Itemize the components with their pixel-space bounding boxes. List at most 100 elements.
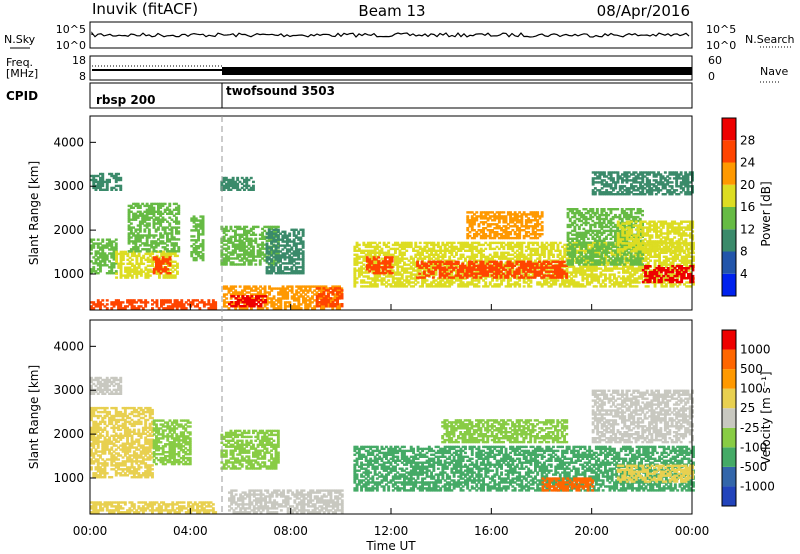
power-colorbar-tick: 28	[740, 133, 755, 147]
velocity-colorbar-swatch	[722, 369, 736, 389]
x-tick-label: 00:00	[73, 524, 108, 538]
power-region-12	[265, 228, 305, 275]
power-colorbar-swatch	[722, 162, 736, 185]
y-tick-label: 4000	[53, 339, 84, 353]
noise-left-tick-top: 10^5	[56, 23, 86, 36]
velocity-colorbar-tick: 500	[740, 362, 763, 376]
velocity-ylabel: Slant Range [km]	[27, 365, 41, 469]
velocity-y-ticks: 1000 2000 3000 4000	[53, 339, 96, 485]
velocity-region-5	[228, 489, 344, 514]
velocity-colorbar-label: Velocity [m s⁻¹]	[759, 371, 773, 464]
y-tick-label: 2000	[53, 223, 84, 237]
power-region-11	[315, 287, 344, 308]
freq-label-line2: [MHz]	[6, 67, 38, 80]
velocity-colorbar-swatch	[722, 447, 736, 467]
velocity-colorbar-swatch	[722, 349, 736, 370]
power-colorbar-swatch	[722, 251, 736, 274]
time-axis-label: Time UT	[365, 539, 416, 553]
power-colorbar-swatch	[722, 140, 736, 163]
power-region-4	[127, 202, 181, 253]
power-colorbar-tick: 4	[740, 267, 748, 281]
velocity-region-3	[152, 419, 192, 466]
power-region-10	[228, 295, 267, 308]
velocity-heatmap	[90, 376, 695, 514]
y-tick-label: 1000	[53, 267, 84, 281]
power-region-14	[365, 256, 394, 275]
noise-right-tick-top: 10^5	[706, 23, 736, 36]
velocity-colorbar-swatch	[722, 330, 736, 350]
power-region-17	[566, 208, 644, 266]
velocity-region-9	[591, 389, 694, 444]
power-y-ticks: 1000 2000 3000 4000	[53, 135, 96, 281]
velocity-colorbar-tick: 25	[740, 401, 755, 415]
power-heatmap	[90, 171, 695, 310]
velocity-colorbar: 1000 500 100 25 -25 -100 -500 -1000	[721, 329, 775, 507]
power-colorbar-tick: 24	[740, 156, 755, 170]
velocity-colorbar-swatch	[722, 486, 736, 506]
freq-tick-bottom: 8	[79, 70, 86, 83]
x-tick-label: 16:00	[474, 524, 509, 538]
power-region-5	[152, 256, 172, 275]
power-region-1	[90, 299, 218, 310]
noise-left-label: N.Sky	[4, 33, 36, 46]
power-colorbar-swatch	[722, 229, 736, 252]
power-region-19	[616, 220, 695, 253]
y-tick-label: 3000	[53, 383, 84, 397]
velocity-region-2	[90, 406, 154, 479]
power-colorbar-swatch	[722, 184, 736, 207]
freq-tick-top: 18	[72, 54, 86, 67]
power-colorbar-swatch	[722, 118, 736, 141]
date-title: 08/Apr/2016	[597, 2, 690, 20]
nave-tick-top: 60	[708, 54, 722, 67]
nave-label: Nave	[760, 65, 788, 78]
power-colorbar-swatch	[722, 273, 736, 296]
power-region-18	[641, 265, 695, 284]
nave-tick-bottom: 0	[708, 70, 715, 83]
velocity-region-1	[90, 501, 218, 514]
velocity-colorbar-tick: -1000	[740, 479, 775, 493]
x-tick-label: 00:00	[675, 524, 710, 538]
power-colorbar-tick: 20	[740, 178, 755, 192]
cpid-label: CPID	[6, 89, 38, 103]
power-colorbar-tick: 16	[740, 200, 755, 214]
velocity-colorbar-swatch	[722, 388, 736, 409]
y-tick-label: 4000	[53, 135, 84, 149]
noise-right-tick-bottom: 10^0	[706, 39, 736, 52]
noise-panel-frame	[89, 21, 693, 49]
power-colorbar-tick: 12	[740, 222, 755, 236]
power-colorbar-swatch	[722, 207, 736, 230]
power-colorbar-label: Power [dB]	[759, 181, 773, 246]
noise-left-tick-bottom: 10^0	[56, 39, 86, 52]
noise-trace	[91, 31, 690, 38]
power-region-15	[416, 260, 568, 279]
velocity-region-7	[441, 419, 569, 444]
velocity-colorbar-swatch	[722, 408, 736, 428]
velocity-colorbar-tick: 100	[740, 382, 763, 396]
y-tick-label: 3000	[53, 179, 84, 193]
cpid-program-2: twofsound 3503	[226, 84, 335, 98]
y-tick-label: 1000	[53, 471, 84, 485]
x-tick-label: 20:00	[574, 524, 609, 538]
power-region-20	[591, 171, 694, 196]
noise-right-label: N.Search	[745, 33, 795, 46]
velocity-colorbar-swatch	[722, 427, 736, 448]
time-axis-ticks: 00:00 04:00 08:00 12:00 16:00 20:00 00:00	[73, 304, 710, 538]
freq-nave-trace-late	[222, 67, 692, 75]
velocity-colorbar-tick: -25	[740, 421, 760, 435]
power-colorbar: 28 24 20 16 12 8 4	[721, 117, 755, 297]
velocity-region-4	[220, 429, 280, 470]
x-tick-label: 04:00	[173, 524, 208, 538]
power-region-6	[190, 215, 205, 262]
noise-trace-line	[91, 31, 690, 38]
velocity-region-10	[616, 464, 695, 483]
cpid-panel-frame	[89, 82, 693, 109]
freq-label-line1: Freq.	[6, 56, 33, 69]
power-ylabel: Slant Range [km]	[27, 161, 41, 265]
velocity-colorbar-frame	[721, 329, 737, 507]
velocity-colorbar-tick: -500	[740, 460, 767, 474]
velocity-colorbar-tick: 1000	[740, 343, 771, 357]
power-region-16	[466, 211, 544, 240]
power-region-0	[90, 172, 123, 191]
power-colorbar-frame	[721, 117, 737, 297]
